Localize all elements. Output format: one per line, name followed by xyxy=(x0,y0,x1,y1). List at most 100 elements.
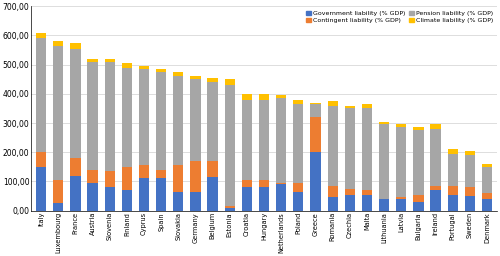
Bar xyxy=(344,189,355,195)
Bar xyxy=(104,59,115,62)
Bar xyxy=(310,103,320,104)
Bar xyxy=(276,183,286,184)
Bar xyxy=(259,100,269,180)
Bar xyxy=(396,124,406,127)
Bar xyxy=(139,178,149,211)
Bar xyxy=(208,161,218,177)
Bar xyxy=(259,94,269,100)
Bar xyxy=(448,186,458,195)
Bar xyxy=(396,197,406,199)
Bar xyxy=(122,63,132,68)
Bar xyxy=(104,171,115,187)
Bar xyxy=(53,180,64,203)
Bar xyxy=(242,180,252,187)
Bar xyxy=(36,167,46,211)
Bar xyxy=(156,69,166,72)
Bar xyxy=(430,124,440,129)
Bar xyxy=(122,167,132,190)
Bar xyxy=(293,104,304,183)
Bar xyxy=(139,69,149,165)
Bar xyxy=(224,206,235,208)
Bar xyxy=(173,165,184,191)
Bar xyxy=(448,154,458,186)
Bar xyxy=(328,186,338,197)
Bar xyxy=(310,117,320,152)
Bar xyxy=(396,199,406,211)
Bar xyxy=(464,155,475,187)
Bar xyxy=(88,170,98,183)
Bar xyxy=(208,78,218,82)
Bar xyxy=(36,152,46,167)
Bar xyxy=(104,187,115,211)
Bar xyxy=(464,151,475,155)
Bar xyxy=(293,191,304,211)
Bar xyxy=(242,94,252,100)
Bar xyxy=(379,122,389,124)
Bar xyxy=(413,195,424,202)
Bar xyxy=(156,178,166,211)
Bar xyxy=(293,183,304,191)
Bar xyxy=(259,180,269,187)
Bar xyxy=(413,202,424,211)
Bar xyxy=(208,177,218,211)
Bar xyxy=(396,127,406,197)
Bar xyxy=(88,183,98,211)
Bar xyxy=(88,62,98,170)
Bar xyxy=(173,191,184,211)
Bar xyxy=(156,72,166,170)
Bar xyxy=(379,199,389,211)
Bar xyxy=(36,33,46,38)
Bar xyxy=(344,105,355,109)
Bar xyxy=(224,85,235,206)
Bar xyxy=(104,62,115,171)
Bar xyxy=(482,167,492,193)
Bar xyxy=(430,190,440,211)
Bar xyxy=(70,158,81,176)
Bar xyxy=(448,195,458,211)
Bar xyxy=(482,164,492,167)
Bar xyxy=(362,190,372,195)
Bar xyxy=(173,72,184,76)
Bar xyxy=(224,79,235,85)
Bar xyxy=(122,68,132,167)
Bar xyxy=(242,187,252,211)
Bar xyxy=(328,105,338,186)
Bar xyxy=(70,176,81,211)
Bar xyxy=(344,195,355,211)
Bar xyxy=(88,59,98,62)
Bar xyxy=(208,82,218,161)
Bar xyxy=(310,152,320,211)
Bar xyxy=(190,76,200,79)
Bar xyxy=(430,129,440,186)
Bar xyxy=(53,46,64,180)
Bar xyxy=(276,98,286,183)
Bar xyxy=(190,161,200,191)
Bar xyxy=(310,104,320,117)
Bar xyxy=(430,186,440,190)
Bar xyxy=(413,127,424,130)
Bar xyxy=(379,124,389,199)
Bar xyxy=(224,208,235,211)
Bar xyxy=(259,187,269,211)
Bar xyxy=(328,101,338,105)
Bar xyxy=(139,165,149,178)
Bar xyxy=(344,109,355,189)
Bar xyxy=(413,130,424,195)
Bar xyxy=(448,149,458,154)
Bar xyxy=(276,95,286,98)
Bar xyxy=(328,197,338,211)
Bar xyxy=(362,104,372,109)
Bar xyxy=(242,100,252,180)
Bar xyxy=(362,195,372,211)
Bar xyxy=(362,109,372,190)
Legend: Government liability (% GDP), Contingent liability (% GDP), Pension liability (%: Government liability (% GDP), Contingent… xyxy=(305,9,494,25)
Bar xyxy=(122,190,132,211)
Bar xyxy=(36,38,46,152)
Bar xyxy=(139,66,149,69)
Bar xyxy=(70,43,81,49)
Bar xyxy=(293,100,304,104)
Bar xyxy=(173,76,184,165)
Bar xyxy=(156,170,166,178)
Bar xyxy=(482,199,492,211)
Bar xyxy=(53,203,64,211)
